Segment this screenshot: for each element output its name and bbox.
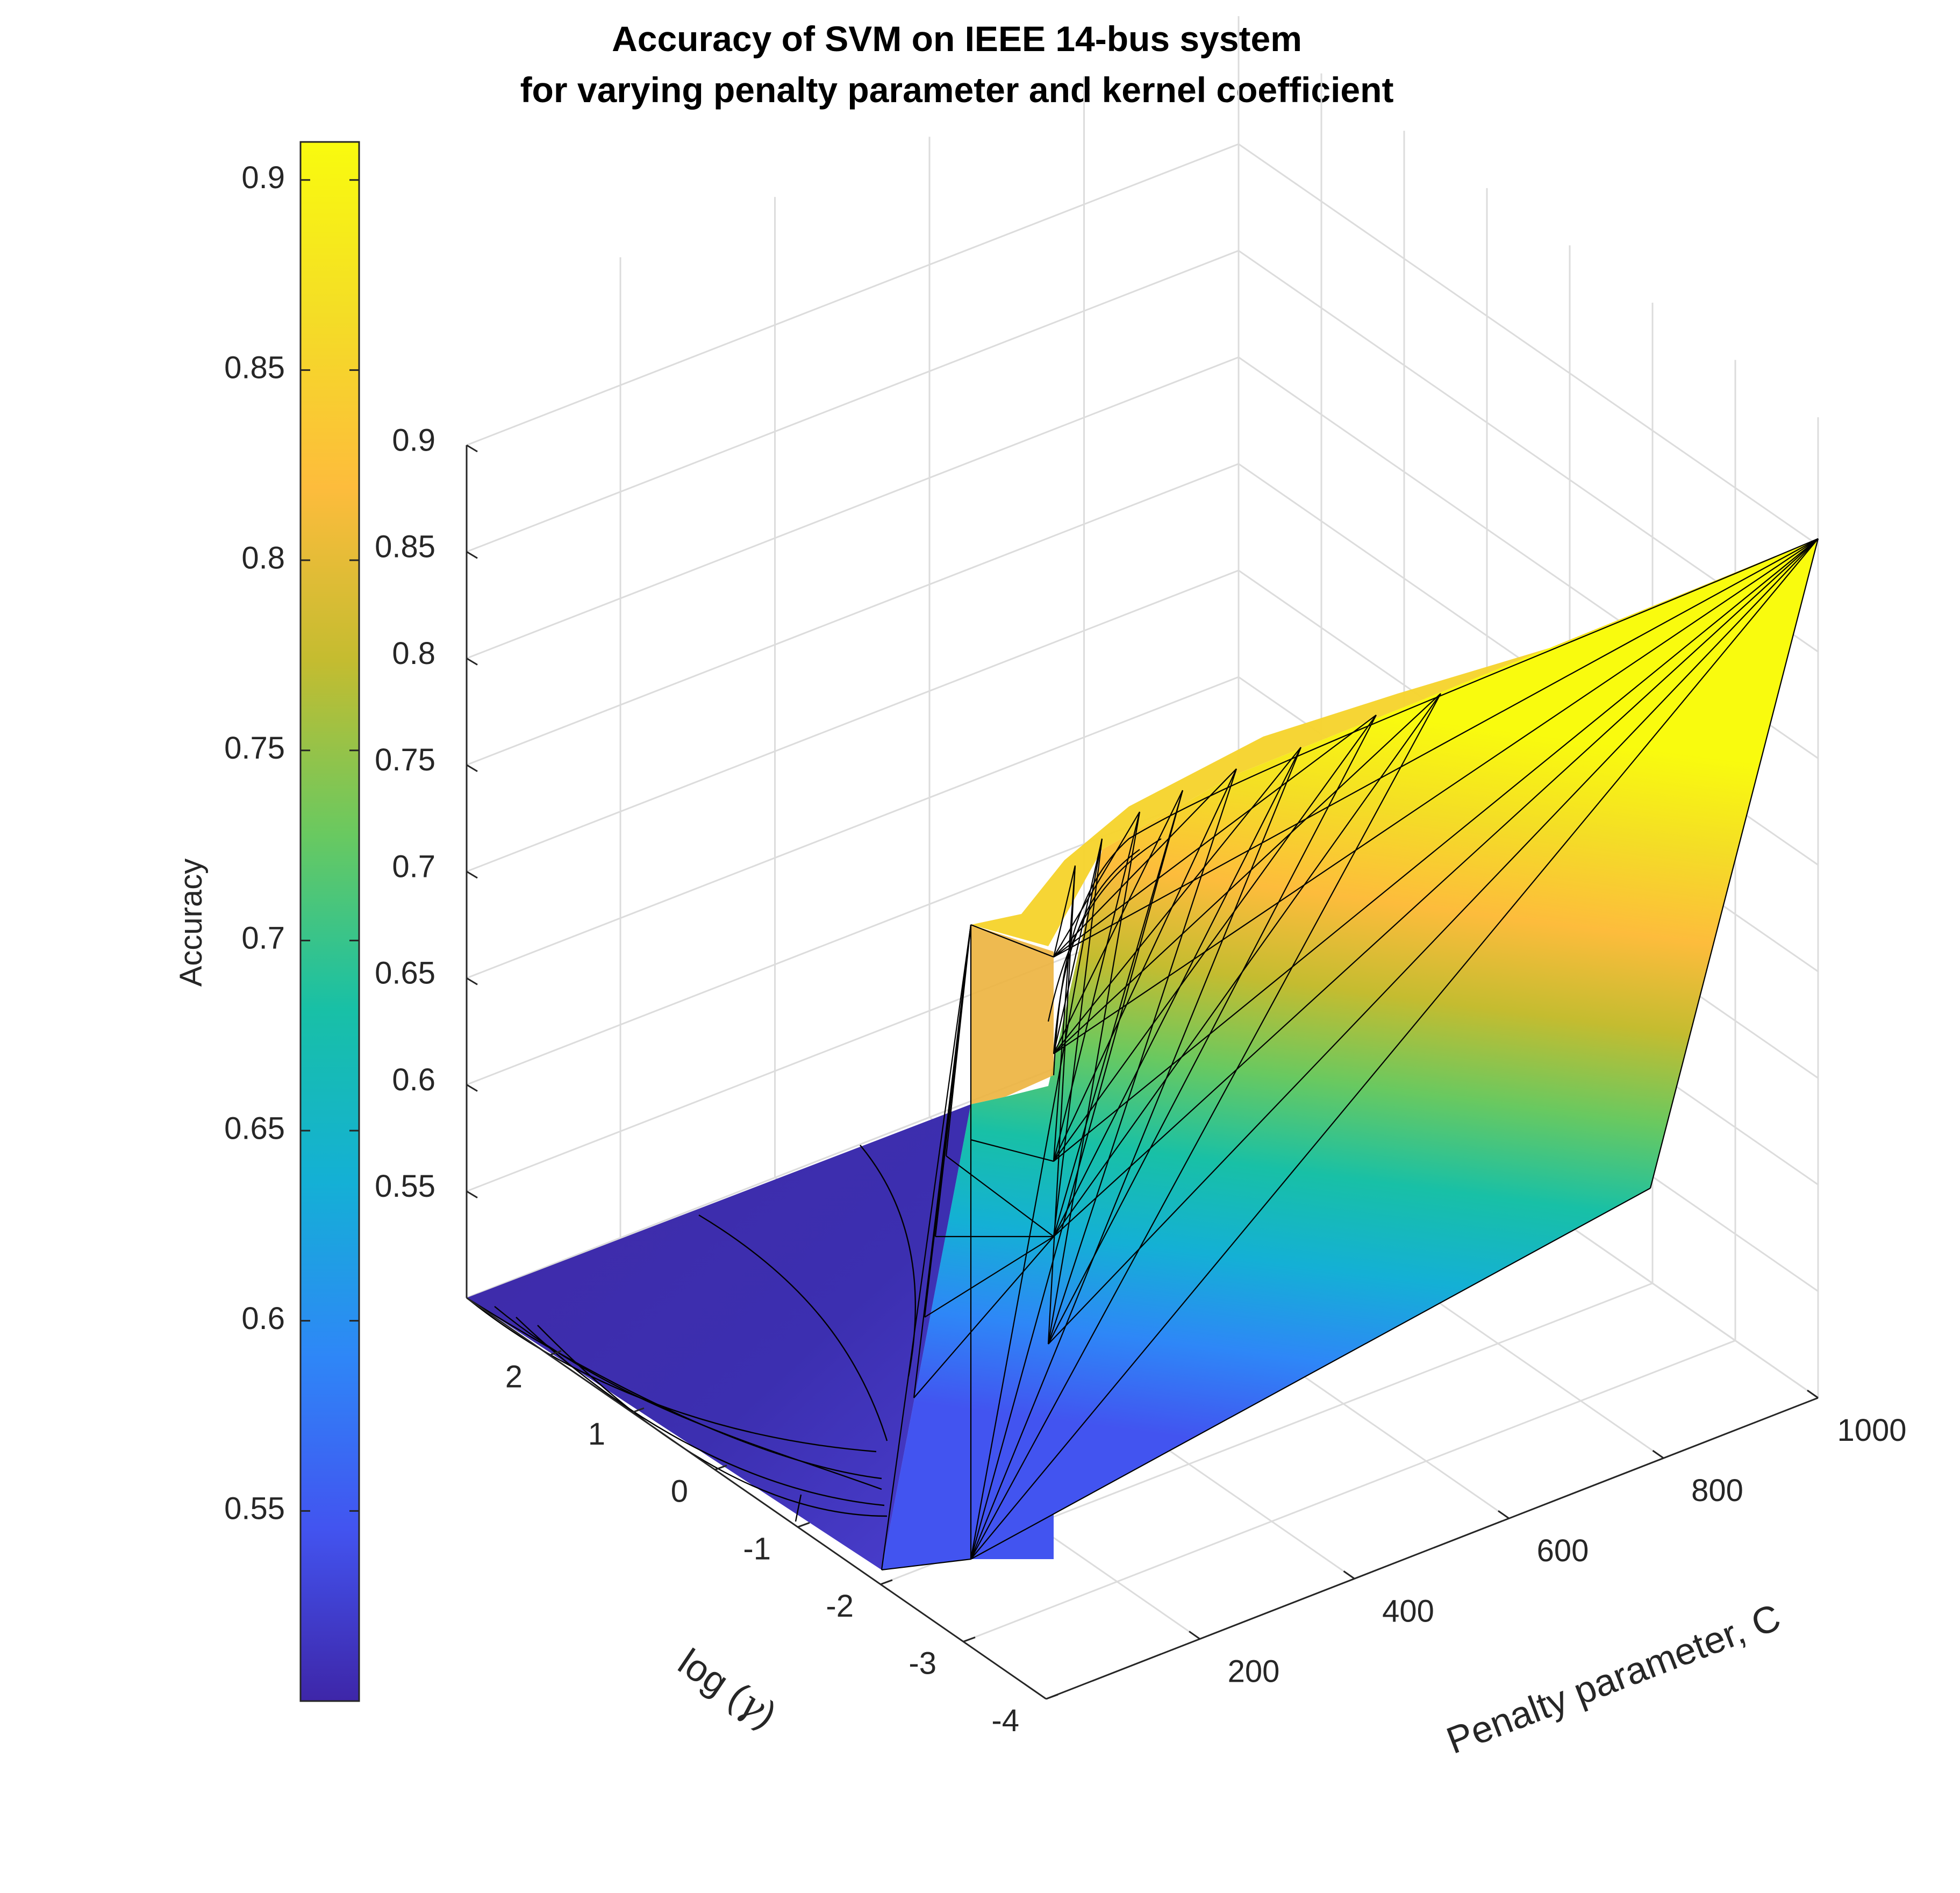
surface-ridge: [971, 539, 1818, 946]
x-tick-mark: [1189, 1631, 1200, 1640]
y-tick-mark: [1046, 1694, 1058, 1700]
x-tick-mark: [1652, 1449, 1664, 1459]
colorbar-ticks: 0.9 0.85 0.8 0.75 0.7 0.65 0.6 0.55: [224, 160, 359, 1526]
z-tick-mark: [466, 1190, 478, 1199]
z-tick-mark: [466, 870, 478, 879]
y-tick-label: 1: [588, 1417, 605, 1452]
x-tick-mark: [1498, 1510, 1510, 1519]
surface-main-face: [882, 539, 1818, 1570]
y-tick-label: 0: [671, 1474, 688, 1509]
y-axis-label: log (γ): [670, 1640, 785, 1737]
surface-ridge-front: [971, 925, 1054, 1104]
z-tick-mark: [466, 551, 478, 559]
y-tick-label: -4: [991, 1703, 1019, 1738]
x-axis-ticks: 200 400 600 800 1000: [1189, 1389, 1907, 1689]
x-tick-label: 1000: [1837, 1413, 1906, 1448]
surface-mesh: [881, 538, 1819, 1571]
colorbar-tick-label: 0.6: [241, 1301, 285, 1336]
z-tick-mark: [466, 444, 478, 453]
z-tick-label: 0.55: [375, 1169, 435, 1204]
colorbar-tick-label: 0.65: [224, 1111, 285, 1146]
y-tick-mark: [797, 1521, 810, 1528]
z-tick-label: 0.85: [375, 530, 435, 565]
y-tick-label: -1: [743, 1531, 771, 1566]
y-tick-mark: [549, 1350, 562, 1356]
x-tick-label: 600: [1537, 1533, 1589, 1568]
x-axis-label: Penalty parameter, C: [1441, 1596, 1786, 1761]
z-tick-mark: [466, 764, 478, 773]
colorbar-tick-label: 0.7: [241, 921, 285, 956]
z-tick-label: 0.9: [392, 423, 435, 458]
y-tick-mark: [880, 1579, 893, 1585]
x-tick-mark: [1343, 1570, 1355, 1580]
y-tick-mark: [963, 1637, 976, 1642]
x-tick-mark: [1807, 1389, 1819, 1399]
colorbar-tick-label: 0.8: [241, 540, 285, 575]
x-tick-label: 400: [1382, 1594, 1434, 1628]
y-tick-label: -3: [909, 1646, 936, 1681]
y-tick-mark: [714, 1465, 727, 1471]
z-tick-label: 0.6: [392, 1062, 435, 1097]
z-tick-label: 0.75: [375, 742, 435, 777]
z-tick-label: 0.65: [375, 956, 435, 991]
z-axis-ticks: 0.9 0.85 0.8 0.75 0.7 0.65 0.6 0.55: [375, 423, 478, 1204]
y-tick-label: -2: [826, 1589, 854, 1624]
z-tick-mark: [466, 1084, 478, 1092]
colorbar-tick-label: 0.85: [224, 351, 285, 385]
floor-mesh: [466, 1145, 916, 1522]
colorbar-tick-label: 0.55: [224, 1491, 285, 1526]
colorbar-tick-label: 0.75: [224, 731, 285, 766]
colorbar-label: Accuracy: [174, 859, 209, 987]
x-tick-label: 800: [1691, 1473, 1743, 1508]
y-tick-mark: [632, 1407, 645, 1413]
x-tick-label: 200: [1228, 1654, 1280, 1689]
y-axis-ticks: 2 1 0 -1 -2 -3 -4: [505, 1350, 1058, 1738]
z-tick-mark: [466, 977, 478, 985]
z-tick-label: 0.8: [392, 636, 435, 671]
z-tick-mark: [466, 658, 478, 666]
surface-floor: [467, 1104, 971, 1570]
z-tick-label: 0.7: [392, 849, 435, 884]
chart-title-line-2: for varying penalty parameter and kernel…: [520, 70, 1394, 110]
y-tick-label: 2: [505, 1360, 523, 1395]
chart-title-line-1: Accuracy of SVM on IEEE 14-bus system: [612, 19, 1302, 59]
colorbar: [299, 141, 360, 1702]
colorbar-tick-label: 0.9: [241, 160, 285, 195]
